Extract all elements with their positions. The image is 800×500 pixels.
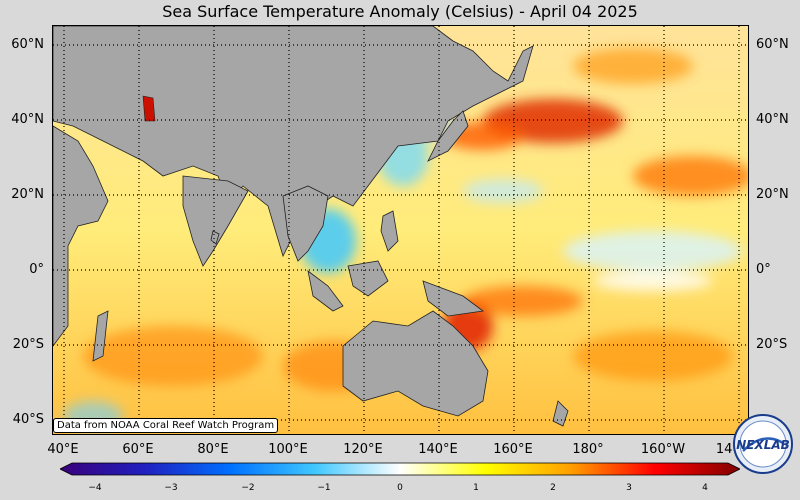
lat-label-right-0: 0° [756, 262, 771, 277]
sst-anomaly-map [53, 26, 748, 434]
nesdis-lab-logo: NEXLAB [731, 413, 795, 475]
cb-tick-3: 3 [626, 483, 632, 493]
graticule [53, 26, 748, 434]
cb-tick-neg2: −2 [241, 483, 255, 493]
logo-text: NEXLAB [736, 438, 790, 452]
map-area[interactable] [52, 25, 749, 435]
colorbar-graphic [59, 462, 741, 476]
landmass-indochina [282, 185, 329, 262]
landmass-asia [53, 26, 534, 258]
lon-label-140e: 140°E [418, 442, 458, 457]
cb-tick-1: 1 [473, 483, 479, 493]
cb-tick-neg1: −1 [317, 483, 331, 493]
lat-label-right-20n: 20°N [756, 187, 789, 202]
lat-label-left-60n: 60°N [11, 37, 44, 52]
cb-tick-0: 0 [397, 483, 403, 493]
cb-tick-4: 4 [702, 483, 708, 493]
logo-icon: NEXLAB [733, 414, 793, 474]
landmass-madagascar [92, 310, 109, 362]
lon-label-100e: 100°E [268, 442, 308, 457]
landmass-japan [427, 110, 469, 162]
lat-label-left-20s: 20°S [12, 337, 44, 352]
landmass-new-guinea [422, 280, 485, 317]
lon-label-120e: 120°E [343, 442, 383, 457]
caspian-sea [142, 95, 156, 122]
lon-label-180: 180° [572, 442, 604, 457]
cb-tick-neg3: −3 [164, 483, 178, 493]
lon-label-60e: 60°E [122, 442, 154, 457]
landmass-australia [342, 310, 489, 417]
lat-label-left-0: 0° [29, 262, 44, 277]
chart-title: Sea Surface Temperature Anomaly (Celsius… [162, 2, 638, 21]
cb-tick-2: 2 [550, 483, 556, 493]
lon-label-160e: 160°E [493, 442, 533, 457]
data-credit: Data from NOAA Coral Reef Watch Program [53, 418, 279, 433]
landmass-india [182, 175, 249, 267]
lat-label-right-40n: 40°N [756, 112, 789, 127]
landmass-new-zealand [552, 400, 569, 427]
landmass-philippines [380, 210, 399, 252]
cb-tick-neg4: −4 [88, 483, 102, 493]
landmass-sumatra [307, 270, 344, 312]
lat-label-left-20n: 20°N [11, 187, 44, 202]
landmass-sri-lanka [210, 230, 220, 245]
lat-label-left-40s: 40°S [12, 412, 44, 427]
colorbar [59, 461, 741, 476]
lon-label-160w: 160°W [640, 442, 686, 457]
lon-label-40e: 40°E [47, 442, 79, 457]
colorbar-bar [59, 462, 741, 476]
lat-label-left-40n: 40°N [11, 112, 44, 127]
lat-label-right-60n: 60°N [756, 37, 789, 52]
landmass-africa-arabia [53, 125, 109, 347]
lon-label-80e: 80°E [197, 442, 229, 457]
lat-label-right-20s: 20°S [756, 337, 788, 352]
